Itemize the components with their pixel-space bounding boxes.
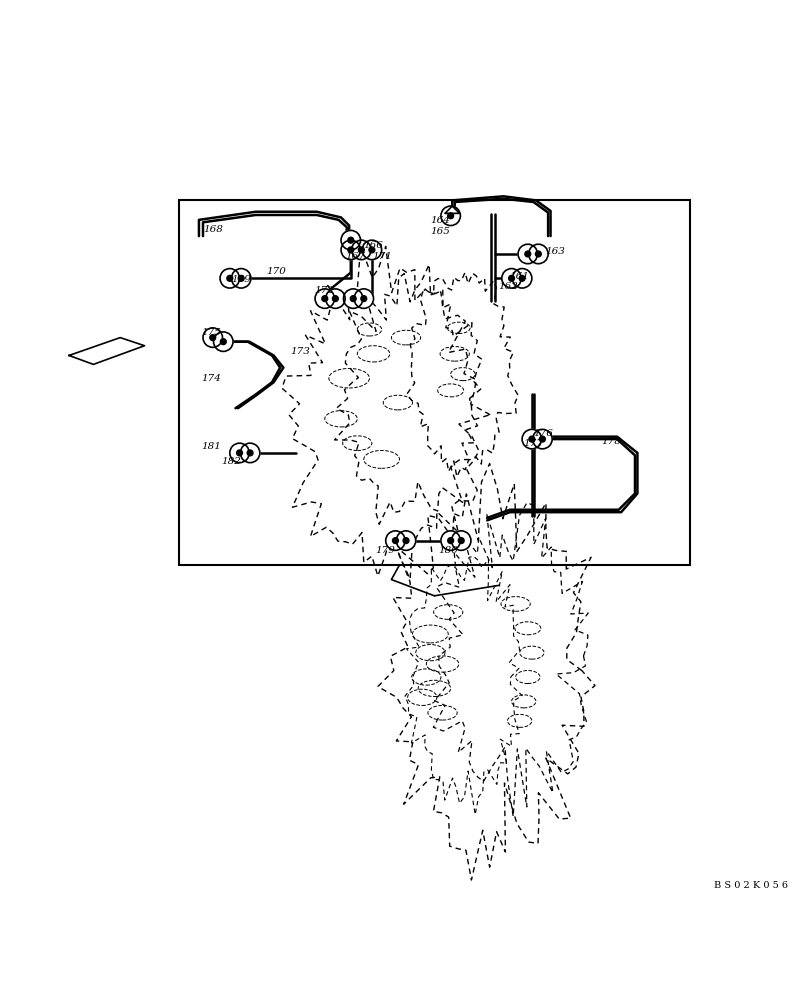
Circle shape	[539, 436, 545, 442]
Circle shape	[343, 289, 363, 308]
Text: 169: 169	[231, 275, 251, 284]
Circle shape	[209, 335, 216, 341]
Circle shape	[392, 538, 398, 544]
Circle shape	[332, 296, 338, 302]
Circle shape	[360, 296, 367, 302]
Text: 179: 179	[375, 546, 394, 555]
Circle shape	[226, 275, 233, 281]
Circle shape	[247, 450, 253, 456]
Text: 178: 178	[600, 437, 620, 446]
Text: 173: 173	[290, 347, 310, 356]
Circle shape	[220, 269, 239, 288]
Circle shape	[341, 230, 360, 250]
Circle shape	[347, 247, 354, 253]
Circle shape	[528, 436, 534, 442]
Text: 176: 176	[533, 429, 552, 438]
Circle shape	[368, 247, 375, 253]
Circle shape	[341, 240, 360, 260]
Circle shape	[528, 244, 547, 264]
Text: 181: 181	[201, 442, 221, 451]
Circle shape	[451, 531, 470, 550]
Circle shape	[532, 429, 551, 449]
Circle shape	[347, 237, 354, 243]
Circle shape	[220, 339, 226, 345]
Circle shape	[354, 289, 373, 308]
Circle shape	[203, 328, 222, 347]
Text: 180: 180	[438, 546, 457, 555]
Circle shape	[213, 332, 233, 351]
Circle shape	[321, 296, 328, 302]
Circle shape	[358, 247, 364, 253]
Circle shape	[534, 251, 541, 257]
Circle shape	[236, 450, 242, 456]
Text: 167: 167	[345, 252, 364, 261]
Text: 162: 162	[498, 282, 517, 291]
Circle shape	[447, 538, 453, 544]
Circle shape	[385, 531, 405, 550]
Circle shape	[325, 289, 345, 308]
Circle shape	[508, 275, 514, 281]
Circle shape	[524, 251, 530, 257]
Circle shape	[351, 240, 371, 260]
Circle shape	[230, 443, 249, 463]
Circle shape	[238, 275, 244, 281]
Circle shape	[315, 289, 334, 308]
Circle shape	[521, 429, 541, 449]
Text: 161: 161	[508, 272, 528, 281]
Circle shape	[447, 213, 453, 219]
Circle shape	[457, 538, 464, 544]
Text: 165: 165	[430, 227, 449, 236]
Circle shape	[440, 531, 460, 550]
Text: 172: 172	[314, 286, 333, 295]
Text: 174: 174	[201, 374, 221, 383]
Text: 177: 177	[523, 439, 543, 448]
Text: 164: 164	[430, 216, 449, 225]
Text: 168: 168	[203, 225, 222, 234]
Circle shape	[350, 296, 356, 302]
Text: 170: 170	[266, 267, 285, 276]
Circle shape	[517, 244, 537, 264]
Circle shape	[396, 531, 415, 550]
Polygon shape	[69, 338, 144, 364]
Circle shape	[362, 240, 381, 260]
Circle shape	[440, 206, 460, 226]
Text: 175: 175	[201, 328, 221, 337]
Text: 166: 166	[363, 241, 383, 250]
Circle shape	[240, 443, 260, 463]
Circle shape	[518, 275, 525, 281]
FancyBboxPatch shape	[178, 200, 689, 565]
Circle shape	[402, 538, 409, 544]
Text: B S 0 2 K 0 5 6: B S 0 2 K 0 5 6	[713, 881, 787, 890]
Circle shape	[512, 269, 531, 288]
Circle shape	[231, 269, 251, 288]
Text: 163: 163	[545, 247, 564, 256]
Text: 171: 171	[371, 252, 391, 261]
Circle shape	[501, 269, 521, 288]
Text: 182: 182	[221, 457, 240, 466]
